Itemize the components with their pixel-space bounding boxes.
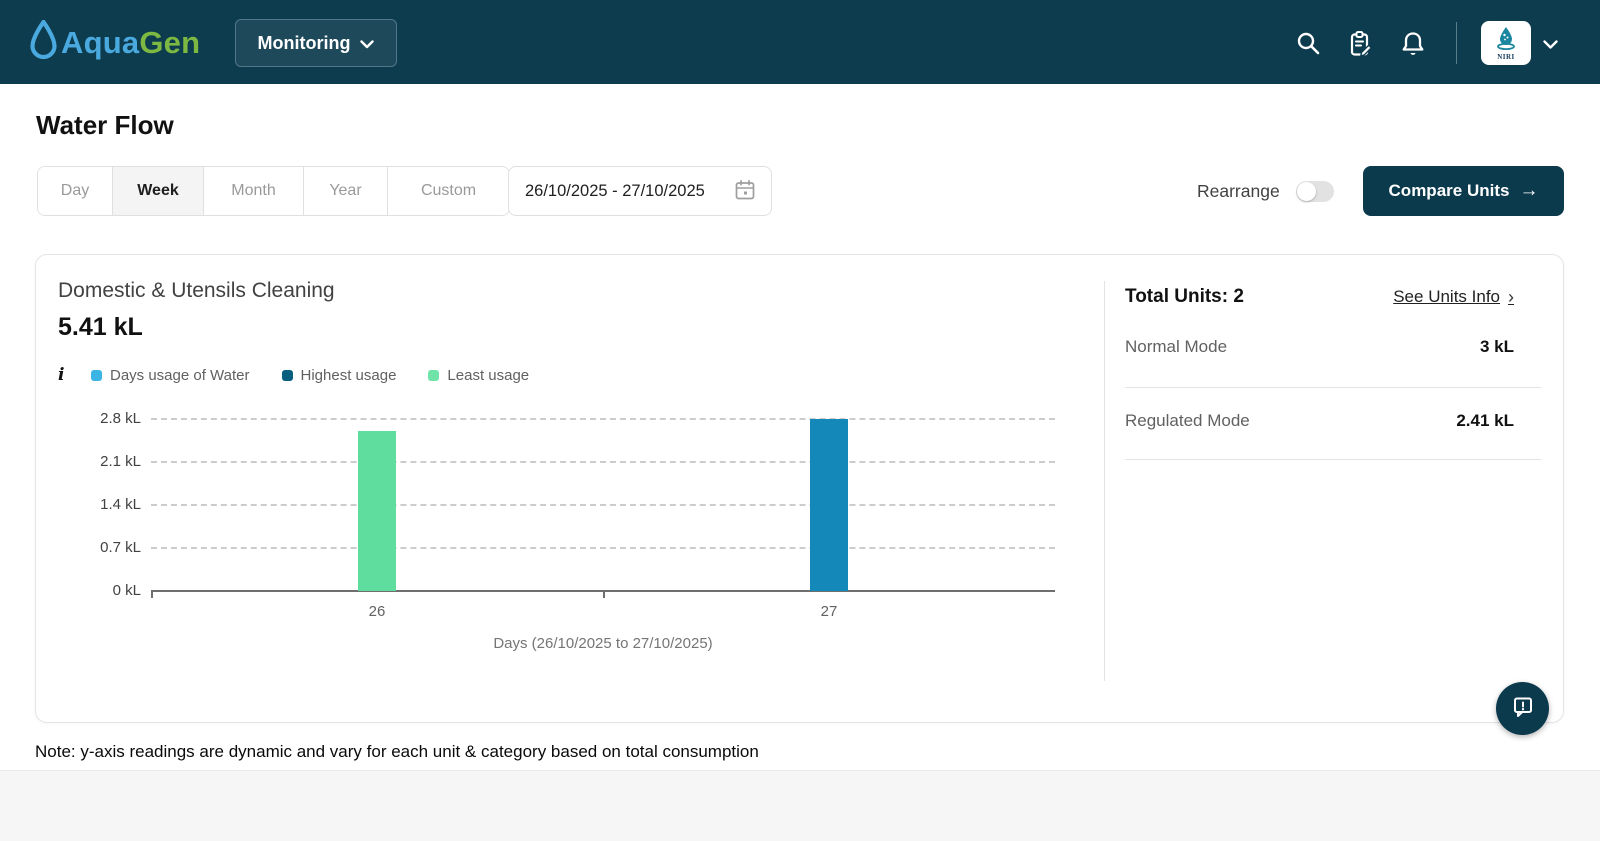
navbar: AquaGen Monitoring xyxy=(0,0,1600,84)
bar-26[interactable] xyxy=(358,431,396,591)
gridline xyxy=(151,461,1055,463)
clipboard-edit-icon xyxy=(1347,31,1375,61)
log-entry-button[interactable] xyxy=(1347,30,1375,58)
x-axis-tick xyxy=(603,591,605,598)
legend-item-3: Least usage xyxy=(428,367,529,384)
category-title: Domestic & Utensils Cleaning xyxy=(58,279,335,302)
y-axis-tick-label: 2.1 kL xyxy=(100,453,141,470)
chevron-right-icon: › xyxy=(1508,286,1514,307)
legend-label: Highest usage xyxy=(300,366,397,384)
navbar-divider xyxy=(1456,22,1457,64)
units-row-divider xyxy=(1125,459,1541,460)
notifications-button[interactable] xyxy=(1399,30,1427,58)
chat-alert-icon xyxy=(1509,693,1537,724)
date-range-value: 26/10/2025 - 27/10/2025 xyxy=(525,181,705,200)
legend-swatch xyxy=(281,369,293,381)
page-title: Water Flow xyxy=(36,110,174,140)
rearrange-control: Rearrange xyxy=(1197,166,1334,216)
tab-week[interactable]: Week xyxy=(113,167,204,215)
legend-item-1: Days usage of Water xyxy=(91,367,250,384)
bell-icon xyxy=(1399,32,1427,61)
date-range-picker[interactable]: 26/10/2025 - 27/10/2025 xyxy=(508,166,772,216)
units-row-divider xyxy=(1125,387,1541,388)
brand-name: AquaGen xyxy=(61,24,201,60)
water-flow-card: Domestic & Utensils Cleaning 5.41 kL i D… xyxy=(35,254,1564,723)
legend-label: Least usage xyxy=(447,366,530,384)
tab-custom[interactable]: Custom xyxy=(388,167,509,215)
tab-year[interactable]: Year xyxy=(304,167,388,215)
legend-label: Days usage of Water xyxy=(110,366,250,384)
system-taskbar xyxy=(0,770,1600,841)
y-axis-tick-label: 0.7 kL xyxy=(100,539,141,556)
x-axis-category-label: 27 xyxy=(820,603,838,620)
gridline xyxy=(151,547,1055,549)
units-row-label: Normal Mode xyxy=(1125,337,1228,356)
feedback-chat-button[interactable] xyxy=(1496,682,1549,735)
legend-swatch xyxy=(91,369,102,381)
bar-27[interactable] xyxy=(810,419,848,591)
see-units-info-link[interactable]: See Units Info › xyxy=(1393,286,1514,307)
monitoring-menu-button[interactable]: Monitoring xyxy=(235,19,397,67)
units-row-value: 2.41 kL xyxy=(1456,411,1514,430)
gridline xyxy=(151,418,1055,420)
legend-item-2: Highest usage xyxy=(281,366,397,384)
water-drop-icon xyxy=(30,18,57,65)
arrow-right-icon: → xyxy=(1519,180,1539,201)
units-row-label: Regulated Mode xyxy=(1125,411,1250,430)
x-axis-category-label: 26 xyxy=(368,603,386,620)
units-row-1: Normal Mode 3 kL xyxy=(1125,337,1514,357)
chevron-down-icon xyxy=(360,33,375,54)
x-axis-tick xyxy=(151,591,153,598)
profile-avatar[interactable]: NIRI xyxy=(1481,21,1531,65)
calendar-icon xyxy=(733,178,757,205)
category-total: 5.41 kL xyxy=(58,313,143,341)
period-tabs: Day Week Month Year Custom xyxy=(37,166,510,216)
avatar-label: NIRI xyxy=(1497,53,1515,61)
y-axis-tick-label: 0 kL xyxy=(112,582,141,599)
total-units-label: Total Units: 2 xyxy=(1125,286,1244,307)
compare-units-button[interactable]: Compare Units → xyxy=(1363,166,1564,216)
x-axis-title: Days (26/10/2025 to 27/10/2025) xyxy=(493,635,713,652)
brand-logo[interactable]: AquaGen xyxy=(30,18,201,65)
chart-legend: i Days usage of Water Highest usage Least … xyxy=(58,365,529,385)
info-icon[interactable]: i xyxy=(58,365,65,385)
toggle-knob xyxy=(1296,181,1316,201)
water-logo-icon xyxy=(1493,25,1519,54)
y-axis-tick-label: 2.8 kL xyxy=(100,410,141,427)
rearrange-label: Rearrange xyxy=(1197,180,1280,201)
card-vertical-divider xyxy=(1104,281,1105,681)
units-row-2: Regulated Mode 2.41 kL xyxy=(1125,411,1514,431)
gridline xyxy=(151,504,1055,506)
tab-day[interactable]: Day xyxy=(38,167,113,215)
monitoring-menu-label: Monitoring xyxy=(257,32,351,53)
search-button[interactable] xyxy=(1294,30,1322,58)
profile-chevron-down-icon[interactable] xyxy=(1543,37,1558,55)
compare-units-label: Compare Units xyxy=(1388,181,1510,200)
bar-chart: Days (26/10/2025 to 27/10/2025) 2.8 kL 2.… xyxy=(36,255,1116,724)
rearrange-toggle[interactable] xyxy=(1295,180,1334,202)
tab-month[interactable]: Month xyxy=(204,167,304,215)
legend-swatch xyxy=(428,369,440,381)
search-icon xyxy=(1295,32,1321,59)
footnote: Note: y-axis readings are dynamic and va… xyxy=(35,742,759,761)
y-axis-tick-label: 1.4 kL xyxy=(100,496,141,513)
units-row-value: 3 kL xyxy=(1479,337,1514,356)
